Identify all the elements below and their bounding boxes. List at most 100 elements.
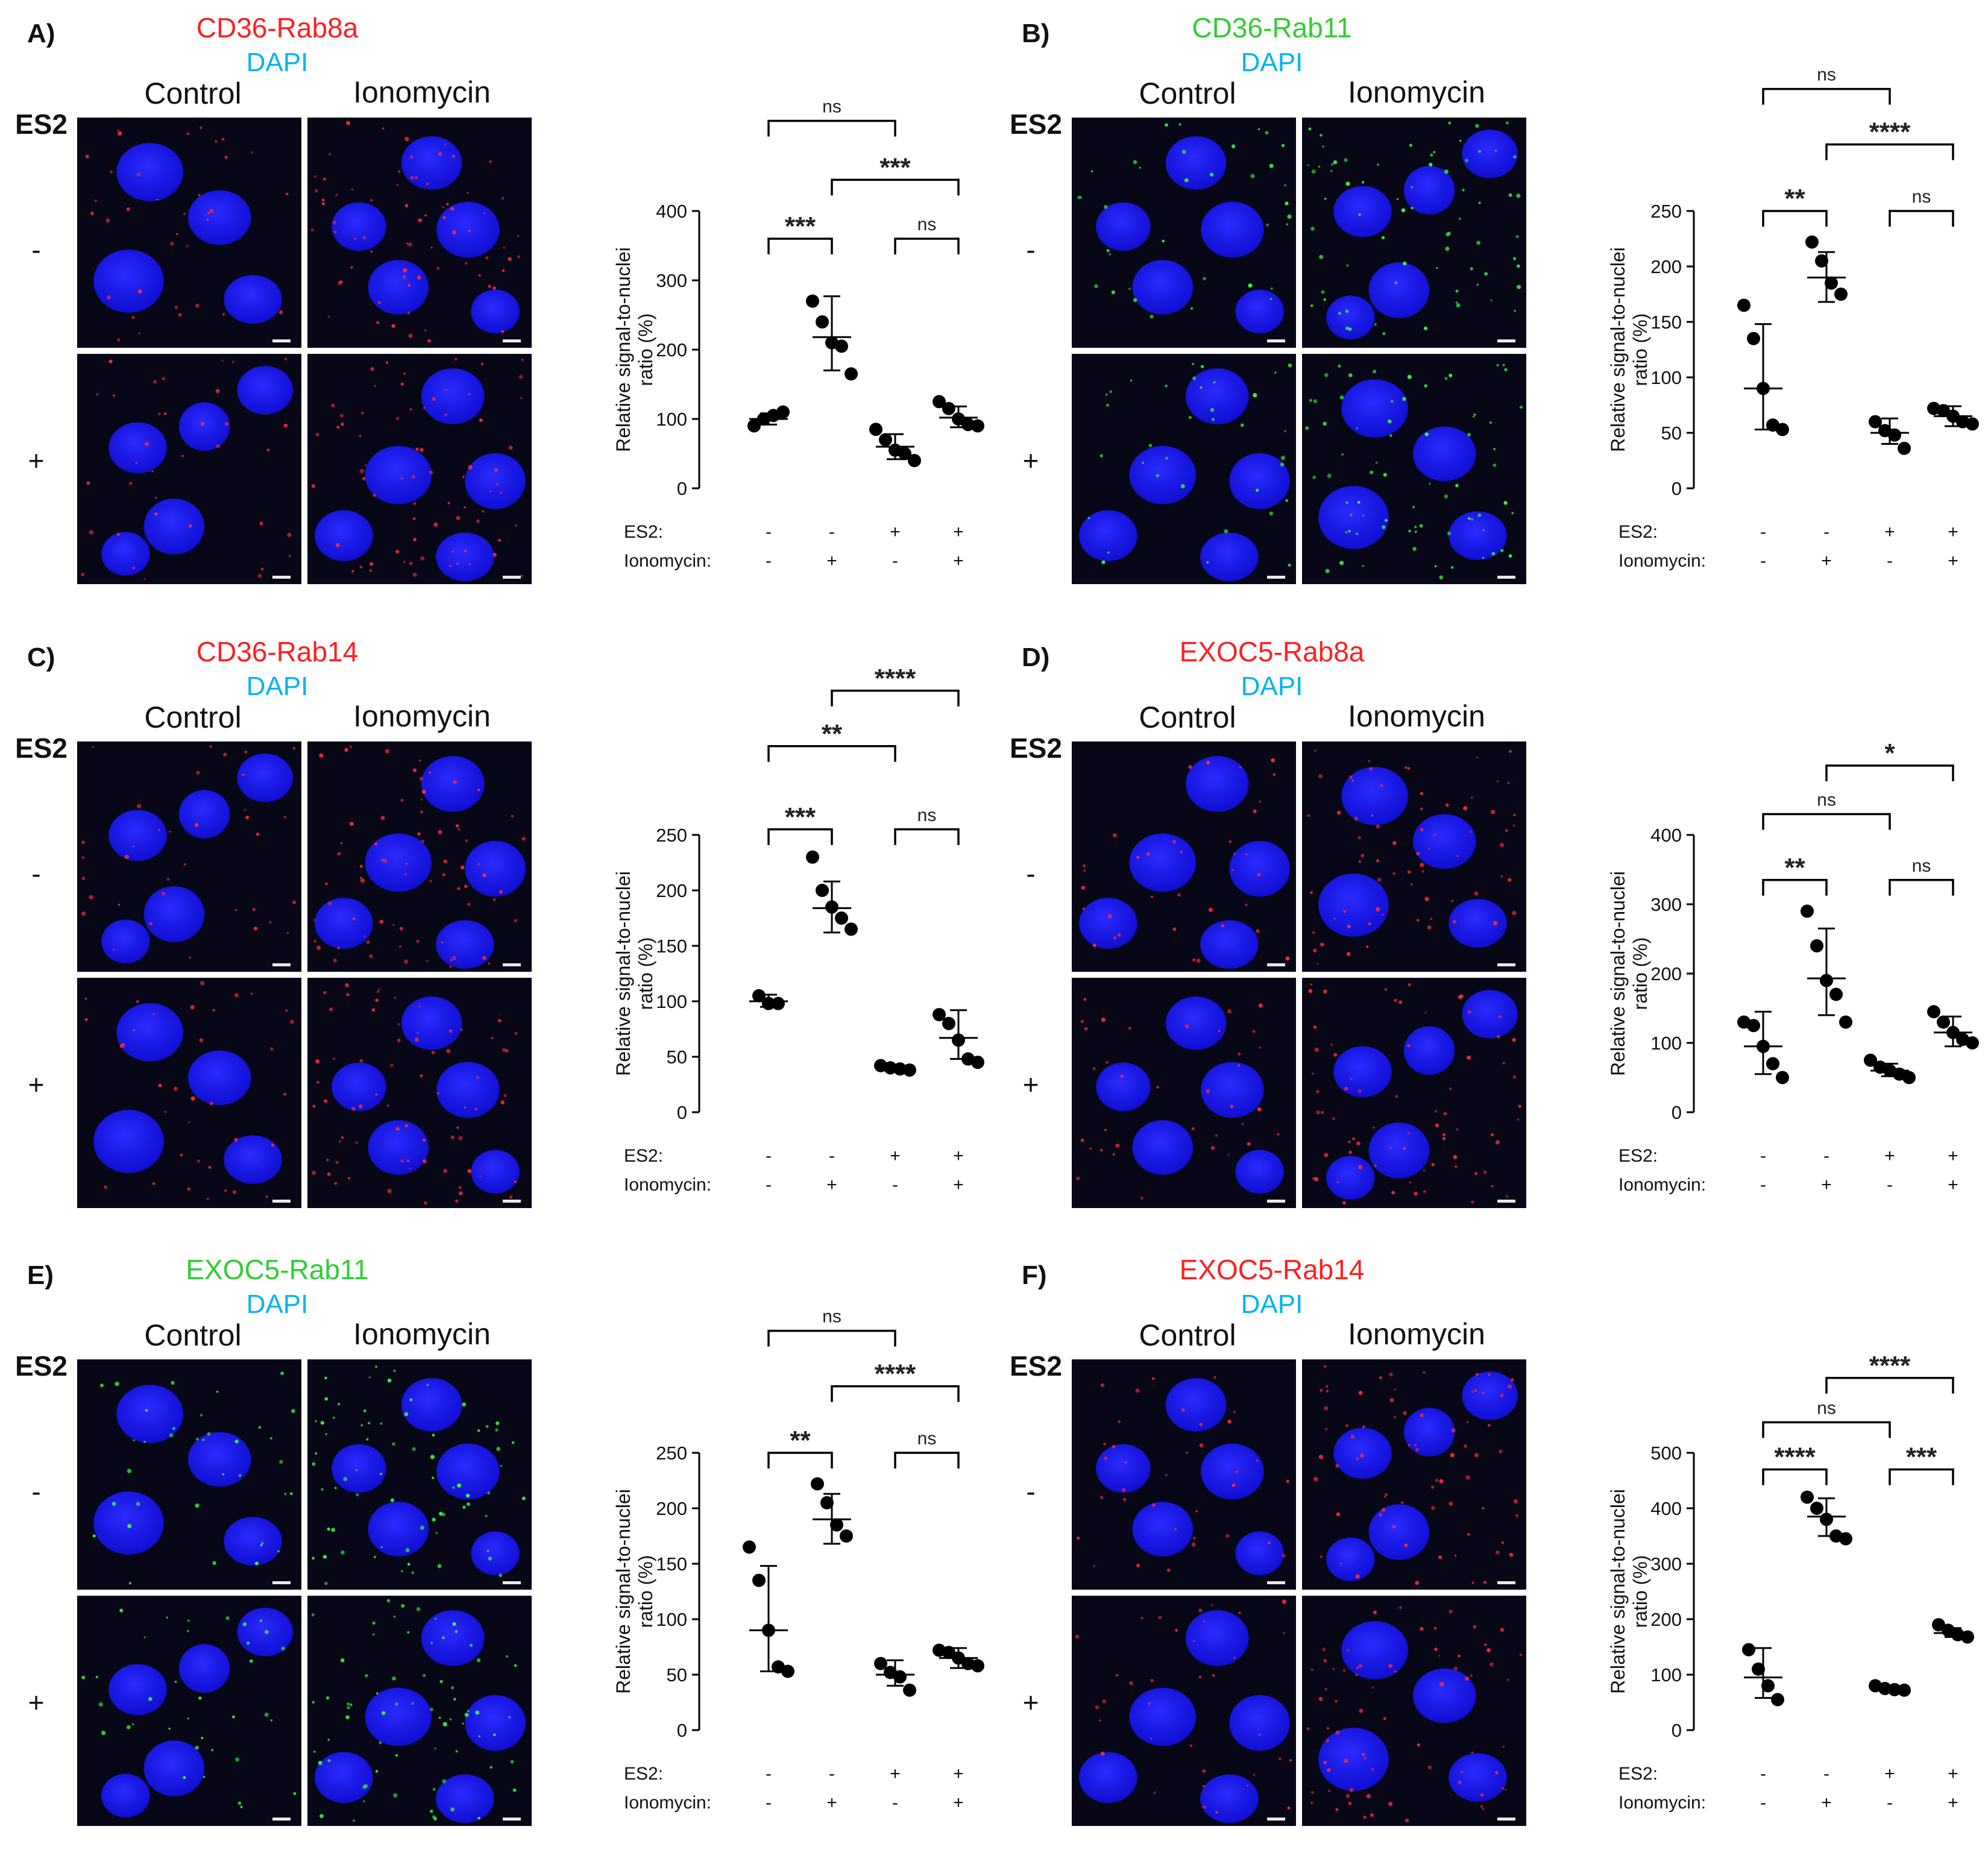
signal-dot	[1454, 1165, 1458, 1168]
scale-bar	[1497, 576, 1515, 579]
signal-dot	[1162, 239, 1165, 243]
data-point	[1898, 441, 1911, 455]
significance-label: ****	[875, 664, 916, 693]
signal-dot	[1404, 1818, 1409, 1823]
data-point	[879, 433, 892, 447]
signal-dot	[315, 189, 318, 193]
signal-dot	[1444, 494, 1449, 499]
signal-dot	[1282, 143, 1285, 147]
nucleus	[465, 1695, 526, 1751]
signal-dot	[397, 184, 399, 186]
nucleus	[1412, 1668, 1476, 1723]
signal-dot	[214, 140, 218, 143]
signal-dot	[1305, 426, 1309, 430]
signal-dot	[1151, 1503, 1156, 1507]
signal-dot	[1106, 1060, 1109, 1064]
signal-dot	[364, 464, 366, 467]
signal-dot	[400, 799, 404, 802]
signal-dot	[407, 311, 410, 315]
signal-dot	[341, 1550, 345, 1555]
signal-dot	[1392, 1525, 1396, 1529]
row-plus-label: +	[1023, 1069, 1039, 1100]
signal-dot	[183, 213, 186, 215]
signal-dot	[1438, 1655, 1441, 1657]
signal-dot	[467, 192, 469, 194]
nucleus	[1333, 1046, 1392, 1098]
signal-dot	[1423, 1190, 1426, 1193]
signal-dot	[499, 890, 503, 894]
nucleus	[1235, 289, 1284, 333]
signal-dot	[242, 773, 245, 776]
significance-label: ****	[1774, 1443, 1816, 1472]
signal-dot	[417, 832, 421, 836]
signal-dot	[156, 198, 159, 201]
data-point	[835, 911, 848, 925]
signal-dot	[1490, 299, 1493, 301]
signal-dot	[319, 1814, 324, 1819]
signal-dot	[1285, 499, 1289, 502]
ionomycin-column-label: Ionomycin	[353, 75, 491, 109]
signal-dot	[450, 1807, 455, 1812]
signal-dot	[465, 262, 468, 265]
signal-dot	[86, 481, 90, 485]
signal-dot	[1373, 1610, 1377, 1614]
signal-dot	[1233, 852, 1236, 855]
signal-dot	[1094, 284, 1098, 288]
signal-dot	[1336, 810, 1341, 815]
signal-dot	[312, 1462, 316, 1466]
significance-label: ns	[1817, 1398, 1836, 1418]
ionomycin-row-label: Ionomycin:	[624, 1793, 711, 1813]
signal-dot	[1451, 566, 1454, 569]
signal-dot	[380, 1546, 383, 1549]
es2-sign: +	[1948, 522, 1958, 542]
signal-dot	[416, 1607, 421, 1611]
signal-dot	[1341, 453, 1344, 456]
signal-dot	[1517, 285, 1521, 289]
signal-dot	[489, 1766, 493, 1769]
data-point	[1839, 1015, 1852, 1029]
signal-dot	[318, 1760, 322, 1765]
signal-dot	[364, 1784, 368, 1788]
signal-dot	[260, 1619, 262, 1622]
signal-dot	[171, 1380, 175, 1385]
signal-dot	[232, 1190, 237, 1194]
ionomycin-sign: -	[1760, 1175, 1766, 1195]
signal-dot	[1505, 829, 1508, 833]
es2-sign: -	[1823, 1764, 1829, 1784]
es2-row-label: ES2:	[1618, 522, 1658, 542]
signal-dot	[1180, 851, 1183, 854]
signal-dot	[89, 530, 94, 535]
nucleus	[224, 1135, 282, 1184]
y-tick-label: 100	[1650, 1033, 1682, 1054]
signal-dot	[477, 1429, 480, 1432]
signal-dot	[195, 303, 200, 308]
significance-bracket	[894, 828, 960, 845]
row-minus-label: -	[1026, 234, 1035, 265]
signal-dot	[1256, 1459, 1259, 1462]
signal-dot	[170, 242, 174, 246]
signal-dot	[1420, 863, 1424, 867]
y-tick-label: 50	[1661, 423, 1682, 444]
signal-dot	[1289, 1759, 1292, 1762]
signal-dot	[1100, 1148, 1103, 1151]
signal-dot	[1107, 551, 1110, 554]
control-column-label: Control	[1139, 1318, 1236, 1352]
signal-dot	[310, 228, 314, 231]
data-point	[933, 395, 946, 409]
signal-dot	[436, 1092, 439, 1095]
signal-dot	[1513, 814, 1516, 816]
signal-dot	[424, 214, 427, 217]
nucleus	[436, 201, 500, 258]
nucleus	[1096, 202, 1151, 251]
signal-dot	[1348, 1141, 1351, 1144]
signal-dot	[81, 573, 85, 576]
significance-label: ****	[1869, 118, 1911, 147]
signal-dot	[1388, 1664, 1393, 1669]
signal-dot	[1348, 373, 1353, 377]
significance-bracket	[1825, 1377, 1954, 1394]
signal-dot	[1470, 267, 1473, 271]
signal-dot	[346, 121, 350, 125]
signal-dot	[474, 1107, 477, 1110]
scale-bar	[1267, 963, 1285, 966]
signal-dot	[1345, 1793, 1350, 1798]
